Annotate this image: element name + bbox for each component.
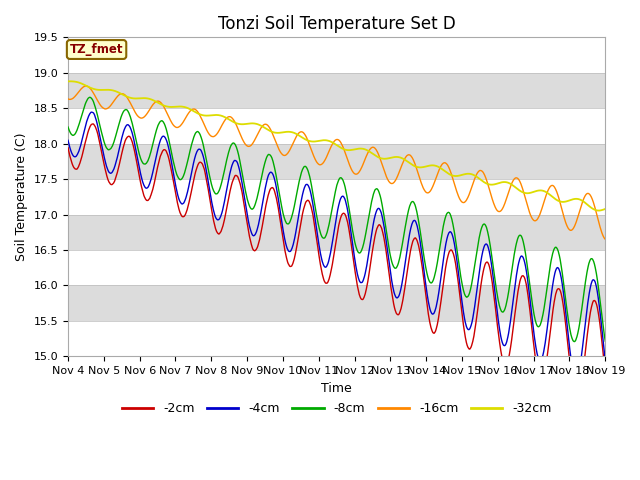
Bar	[68, 144, 605, 179]
Bar	[68, 108, 605, 144]
Bar	[68, 179, 605, 215]
Y-axis label: Soil Temperature (C): Soil Temperature (C)	[15, 132, 28, 261]
Bar	[68, 250, 605, 286]
Bar	[68, 37, 605, 73]
Text: TZ_fmet: TZ_fmet	[70, 43, 124, 56]
Legend: -2cm, -4cm, -8cm, -16cm, -32cm: -2cm, -4cm, -8cm, -16cm, -32cm	[117, 397, 557, 420]
Title: Tonzi Soil Temperature Set D: Tonzi Soil Temperature Set D	[218, 15, 456, 33]
X-axis label: Time: Time	[321, 382, 352, 395]
Bar	[68, 73, 605, 108]
Bar	[68, 215, 605, 250]
Bar	[68, 321, 605, 356]
Bar	[68, 286, 605, 321]
